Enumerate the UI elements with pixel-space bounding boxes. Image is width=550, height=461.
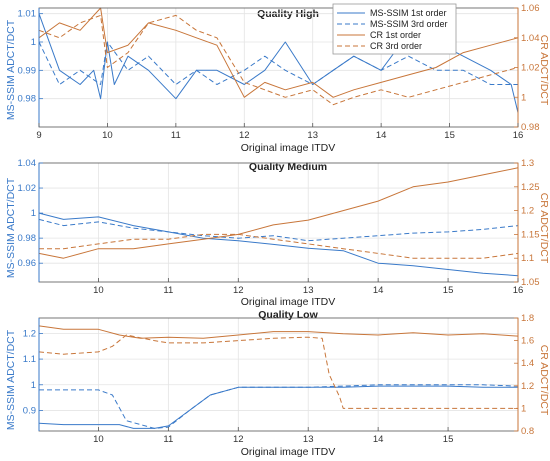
x-tick-label: 11 xyxy=(171,130,181,141)
x-tick-label: 9 xyxy=(36,130,41,141)
series-line-ms-ssim-1st-order xyxy=(38,385,518,429)
series-line-ms-ssim-3rd-order xyxy=(39,384,519,429)
x-tick-label: 14 xyxy=(373,285,384,296)
series-line-cr-1st-order xyxy=(38,325,519,339)
legend-label: MS-SSIM 1st order xyxy=(370,8,447,18)
plot-area xyxy=(39,318,518,431)
x-tick-label: 14 xyxy=(376,130,387,141)
right-y-tick-label: 1.05 xyxy=(521,277,540,288)
x-tick-label: 12 xyxy=(233,434,244,445)
right-y-tick-label: 1.8 xyxy=(521,313,534,324)
left-y-tick-label: 1.2 xyxy=(23,328,36,339)
legend-entry: MS-SSIM 3rd order xyxy=(337,19,448,29)
left-y-tick-label: 0.98 xyxy=(18,233,37,244)
right-y-tick-label: 1.04 xyxy=(521,33,540,44)
right-y-tick-label: 1 xyxy=(521,92,526,103)
panel-quality-medium: Quality Medium Original image ITDV MS-SS… xyxy=(5,158,550,308)
left-y-tick-label: 1 xyxy=(31,37,36,48)
right-y-tick-label: 1.3 xyxy=(521,158,534,169)
right-y-tick-label: 1.25 xyxy=(521,182,540,193)
x-tick-label: 11 xyxy=(163,434,173,445)
x-tick-label: 13 xyxy=(307,130,318,141)
left-y-tick-label: 1.02 xyxy=(18,183,37,194)
right-y-tick-label: 1.2 xyxy=(521,206,534,217)
right-y-tick-label: 1 xyxy=(521,403,526,414)
right-y-axis-label: CR ADCT/DCT xyxy=(538,193,550,264)
left-y-tick-label: 1.04 xyxy=(18,158,37,169)
right-y-tick-label: 1.2 xyxy=(521,381,534,392)
x-tick-label: 10 xyxy=(102,130,113,141)
left-y-tick-label: 0.96 xyxy=(18,258,37,269)
series-line-ms-ssim-3rd-order xyxy=(38,218,519,242)
x-axis-label: Original image ITDV xyxy=(241,142,336,154)
left-y-tick-label: 0.9 xyxy=(23,405,36,416)
legend-label: CR 1st order xyxy=(370,30,421,40)
left-y-tick-label: 1.1 xyxy=(23,354,36,365)
left-y-tick-label: 1.01 xyxy=(18,9,37,20)
legend: MS-SSIM 1st order MS-SSIM 3rd order CR 1… xyxy=(332,3,457,55)
right-y-axis-label: CR ADCT/DCT xyxy=(538,35,550,106)
x-axis-label: Original image ITDV xyxy=(241,296,336,308)
x-tick-label: 14 xyxy=(373,434,384,445)
x-tick-label: 11 xyxy=(163,285,173,296)
right-y-tick-label: 1.15 xyxy=(521,229,540,240)
x-tick-label: 13 xyxy=(303,285,314,296)
panel-quality-high: Quality High Original image ITDV MS-SSIM… xyxy=(5,3,550,154)
legend-label: MS-SSIM 3rd order xyxy=(370,19,448,29)
legend-entry: MS-SSIM 1st order xyxy=(337,8,447,18)
left-y-tick-label: 1 xyxy=(31,380,36,391)
x-tick-label: 10 xyxy=(93,434,104,445)
x-tick-label: 13 xyxy=(303,434,314,445)
x-tick-label: 16 xyxy=(513,285,524,296)
left-y-tick-label: 1 xyxy=(31,208,36,219)
right-y-tick-label: 1.02 xyxy=(521,63,540,74)
x-tick-label: 12 xyxy=(233,285,244,296)
legend-entry: CR 1st order xyxy=(337,30,421,40)
left-y-tick-label: 0.98 xyxy=(18,94,37,105)
series-line-cr-3rd-order xyxy=(39,233,519,259)
x-tick-label: 15 xyxy=(443,285,454,296)
right-y-axis-label: CR ADCT/DCT xyxy=(538,345,550,416)
left-y-axis-label: MS-SSIM ADCT/DCT xyxy=(5,177,17,278)
x-tick-label: 16 xyxy=(513,130,524,141)
right-y-tick-label: 1.6 xyxy=(521,336,534,347)
right-y-tick-label: 0.8 xyxy=(521,426,534,437)
right-y-tick-label: 1.4 xyxy=(521,358,534,369)
right-y-tick-label: 1.06 xyxy=(521,3,540,14)
x-tick-label: 12 xyxy=(239,130,250,141)
legend-label: CR 3rd order xyxy=(370,41,422,51)
left-y-axis-label: MS-SSIM ADCT/DCT xyxy=(5,329,17,430)
series-line-cr-1st-order xyxy=(38,7,519,98)
x-axis-label: Original image ITDV xyxy=(241,446,336,458)
x-tick-label: 15 xyxy=(444,130,455,141)
series-line-ms-ssim-3rd-order xyxy=(38,41,518,85)
x-tick-label: 10 xyxy=(93,285,104,296)
series-line-ms-ssim-1st-order xyxy=(38,212,519,277)
left-y-tick-label: 0.99 xyxy=(18,65,37,76)
panel-quality-low: Quality Low Original image ITDV MS-SSIM … xyxy=(5,309,550,458)
x-tick-label: 15 xyxy=(443,434,454,445)
series-line-cr-1st-order xyxy=(38,167,519,259)
right-y-tick-label: 0.98 xyxy=(521,122,540,133)
legend-entry: CR 3rd order xyxy=(337,41,422,51)
right-y-tick-label: 1.1 xyxy=(521,253,534,264)
left-y-axis-label: MS-SSIM ADCT/DCT xyxy=(5,19,17,120)
series-line-cr-3rd-order xyxy=(38,14,519,106)
panel-title: Quality Medium xyxy=(249,161,327,173)
plot-area xyxy=(39,163,518,282)
panel-title: Quality Low xyxy=(258,309,318,321)
series-line-cr-3rd-order xyxy=(38,334,518,409)
